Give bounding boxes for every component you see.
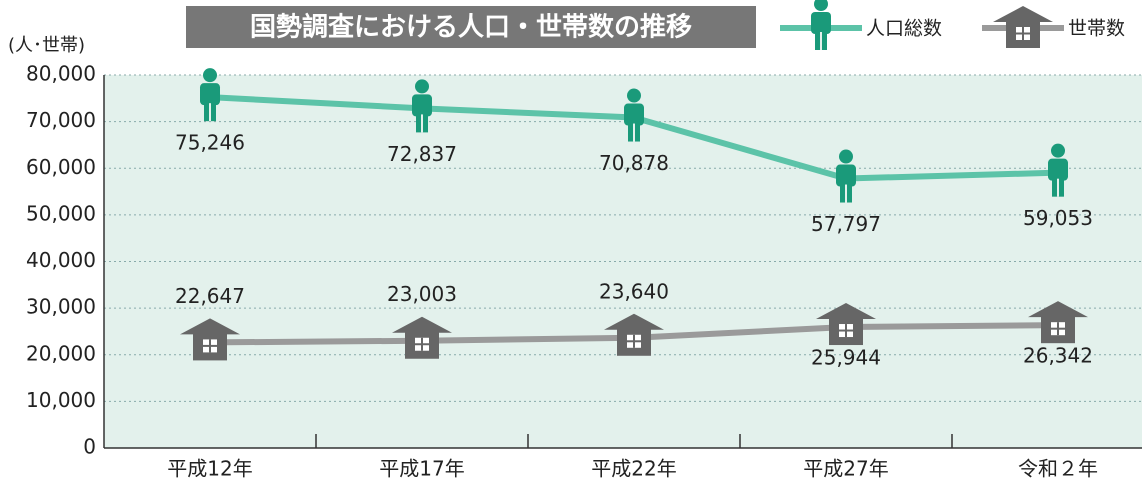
point-icon bbox=[200, 68, 220, 122]
legend-label: 世帯数 bbox=[1068, 18, 1125, 40]
y-tick-label: 30,000 bbox=[26, 295, 96, 319]
data-label: 75,246 bbox=[175, 131, 245, 155]
y-tick-label: 70,000 bbox=[26, 108, 96, 132]
legend-label: 人口総数 bbox=[866, 18, 942, 40]
person-head bbox=[1051, 143, 1065, 158]
y-tick-label: 40,000 bbox=[26, 248, 96, 272]
point-icon bbox=[1028, 301, 1088, 344]
y-tick-label: 10,000 bbox=[26, 388, 96, 412]
x-tick-label: 平成27年 bbox=[803, 457, 888, 480]
person-body bbox=[1048, 158, 1068, 181]
person-body bbox=[200, 83, 220, 106]
house-roof bbox=[1028, 301, 1088, 318]
data-label: 59,053 bbox=[1023, 206, 1093, 230]
x-tick-label: 平成22年 bbox=[591, 457, 676, 480]
person-head bbox=[203, 68, 217, 83]
point-icon bbox=[180, 318, 240, 361]
house-roof bbox=[816, 303, 876, 320]
y-axis-label: (人･世帯) bbox=[8, 35, 85, 56]
house-roof bbox=[392, 316, 452, 333]
person-body bbox=[624, 103, 644, 126]
data-label: 70,878 bbox=[599, 151, 669, 175]
x-tick-label: 平成12年 bbox=[167, 457, 252, 480]
person-body bbox=[836, 164, 856, 187]
point-icon bbox=[1048, 143, 1068, 197]
data-label: 22,647 bbox=[175, 284, 245, 308]
person-head bbox=[415, 79, 429, 94]
y-tick-label: 80,000 bbox=[26, 62, 96, 86]
house-roof bbox=[180, 318, 240, 335]
point-icon bbox=[392, 316, 452, 359]
y-tick-label: 0 bbox=[83, 435, 96, 459]
data-label: 25,944 bbox=[811, 346, 881, 370]
x-tick-label: 平成17年 bbox=[379, 457, 464, 480]
x-tick-label: 令和２年 bbox=[1018, 457, 1098, 480]
legend-icon bbox=[993, 6, 1053, 48]
y-tick-label: 50,000 bbox=[26, 201, 96, 225]
house-roof bbox=[604, 313, 664, 330]
person-head bbox=[839, 149, 853, 164]
data-label: 26,342 bbox=[1023, 344, 1093, 368]
y-tick-label: 60,000 bbox=[26, 155, 96, 179]
data-label: 23,003 bbox=[387, 282, 457, 306]
title-box bbox=[186, 6, 756, 48]
person-head bbox=[627, 88, 641, 103]
point-icon bbox=[624, 88, 644, 142]
y-tick-label: 20,000 bbox=[26, 341, 96, 365]
point-icon bbox=[816, 303, 876, 346]
data-label: 23,640 bbox=[599, 279, 669, 303]
house-roof bbox=[993, 6, 1053, 22]
point-icon bbox=[836, 149, 856, 203]
chart-title: 国勢調査における人口・世帯数の推移 bbox=[250, 12, 692, 43]
point-icon bbox=[412, 79, 432, 133]
point-icon bbox=[604, 313, 664, 356]
person-body bbox=[412, 94, 432, 117]
person-head bbox=[814, 0, 828, 11]
data-label: 72,837 bbox=[387, 142, 457, 166]
data-label: 57,797 bbox=[811, 212, 881, 236]
person-body bbox=[811, 12, 831, 34]
legend-icon bbox=[811, 0, 831, 50]
